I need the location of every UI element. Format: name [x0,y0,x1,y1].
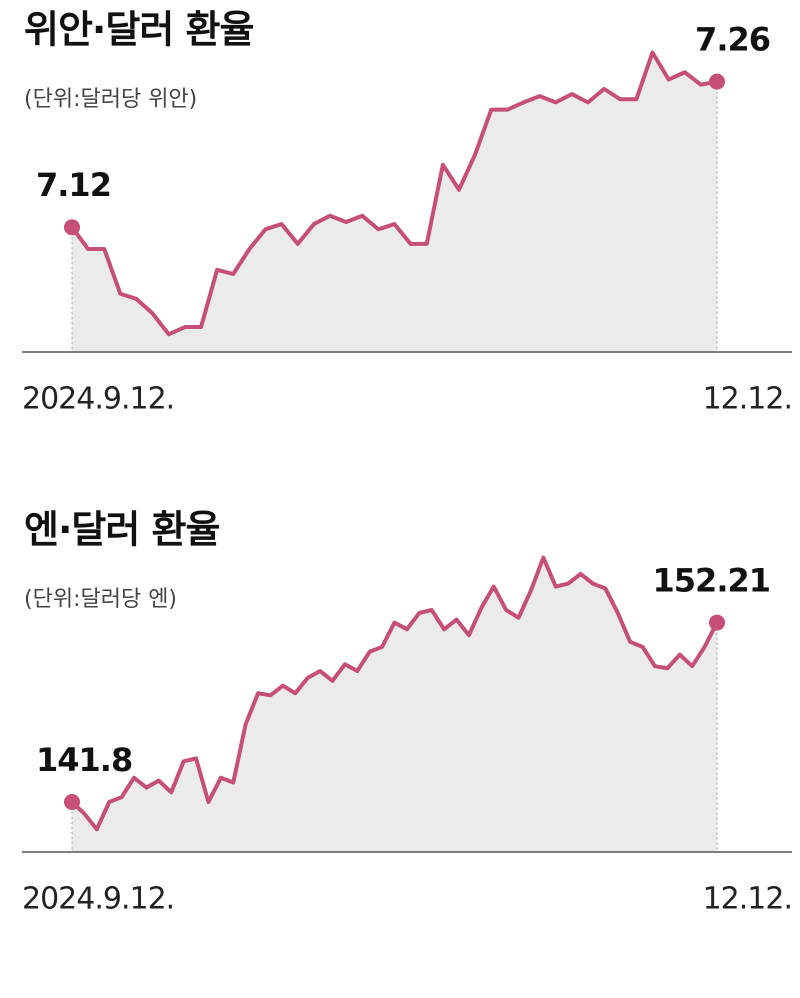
x-tick-label: 12.12. [703,382,792,417]
value-label: 7.12 [36,166,111,204]
value-label: 7.26 [695,21,770,59]
area [72,52,717,352]
chart-title: 위안·달러 환율 [24,8,253,52]
chart-title: 엔·달러 환율 [24,508,220,552]
line [70,50,718,337]
end-point [709,614,725,631]
area [72,557,717,852]
end-point [64,219,80,236]
value-label: 141.8 [36,741,132,779]
value-label: 152.21 [653,562,770,600]
chart-subtitle: (단위:달러당 위안) [24,87,197,112]
x-tick-label: 12.12. [703,882,792,917]
chart-subtitle: (단위:달러당 엔) [24,587,177,612]
end-point [64,794,80,811]
x-tick-label: 2024.9.12. [22,882,174,917]
x-tick-label: 2024.9.12. [22,382,174,417]
line [70,555,719,832]
end-point [709,73,725,90]
